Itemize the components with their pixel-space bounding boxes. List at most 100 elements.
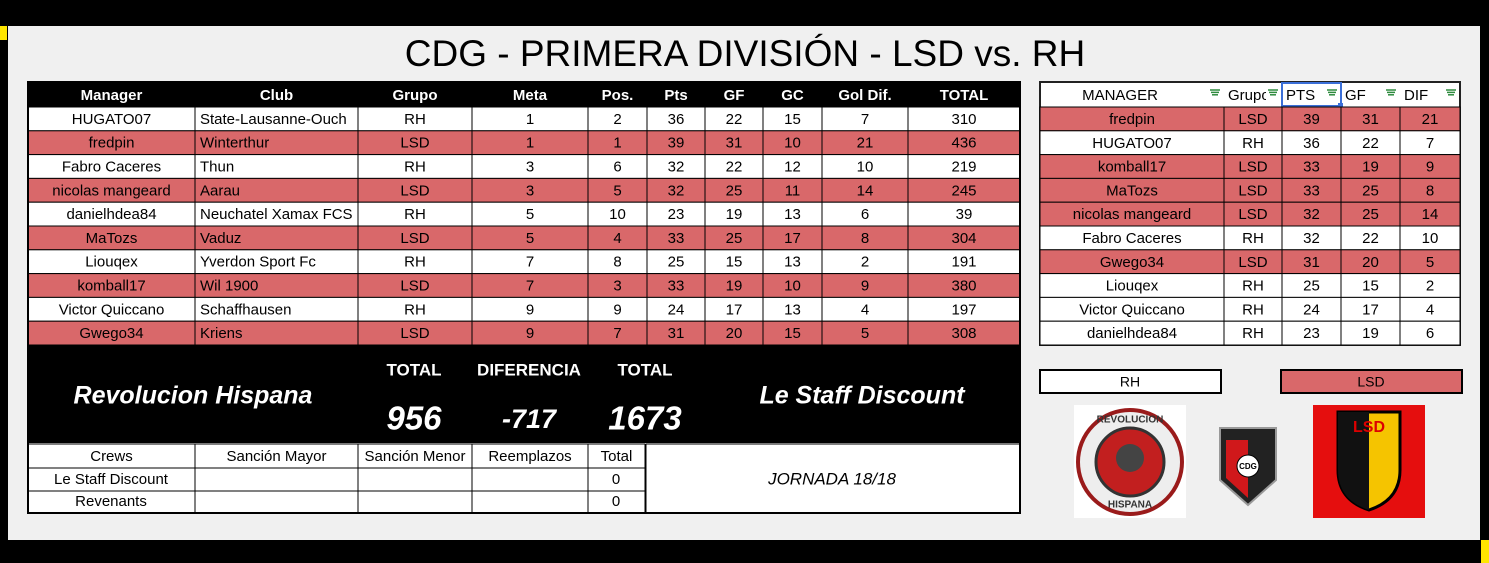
cell: 2 (613, 111, 621, 128)
cell: 7 (526, 254, 534, 271)
cell: 14 (857, 182, 874, 199)
cell: 10 (857, 158, 874, 175)
cell: 9 (1426, 159, 1434, 176)
cell: Liouqex (85, 254, 138, 271)
cell: 2 (1426, 278, 1434, 295)
legend-label: RH (1120, 374, 1140, 390)
cell: 14 (1422, 206, 1439, 223)
crews-bg (28, 444, 645, 513)
cell: 15 (784, 111, 801, 128)
row-bg (27, 225, 1021, 251)
cell: 4 (613, 230, 621, 247)
cell: 7 (861, 111, 869, 128)
cell: LSD (1238, 254, 1267, 271)
cell: 245 (951, 182, 976, 199)
cell: 32 (1303, 206, 1320, 223)
crews-header: Sanción Menor (365, 448, 466, 465)
cell: 22 (1362, 230, 1379, 247)
cell: 17 (1362, 301, 1379, 318)
team-left: Revolucion Hispana (74, 382, 313, 410)
cell: danielhdea84 (66, 206, 156, 223)
cell: 25 (726, 230, 743, 247)
cell: nicolas mangeard (1073, 206, 1191, 223)
cell: 8 (861, 230, 869, 247)
summary-value: 1673 (608, 400, 681, 437)
cell: Kriens (200, 325, 243, 342)
jornada-box (645, 443, 1021, 514)
cell: 6 (613, 158, 621, 175)
cell: 8 (613, 254, 621, 271)
cell: MaTozs (1106, 182, 1158, 199)
cell: LSD (400, 230, 429, 247)
cell: komball17 (77, 277, 145, 294)
cell: 10 (609, 206, 626, 223)
cell: 310 (951, 111, 976, 128)
logo-text: LSD (1353, 419, 1385, 436)
cell: Thun (200, 158, 234, 175)
cell: 436 (951, 135, 976, 152)
cell: State-Lausanne-Ouch (200, 111, 347, 128)
column-header: GF (724, 87, 745, 104)
cell: 9 (861, 277, 869, 294)
cell: RH (404, 301, 426, 318)
cell: 20 (1362, 254, 1379, 271)
cell: 24 (1303, 301, 1320, 318)
cell: 13 (784, 301, 801, 318)
cell: 380 (951, 277, 976, 294)
cell: 25 (1362, 182, 1379, 199)
column-header: GC (781, 87, 804, 104)
cell: 5 (1426, 254, 1434, 271)
selected-cell (1281, 82, 1342, 107)
cell: nicolas mangeard (52, 182, 170, 199)
cell: 25 (726, 182, 743, 199)
cell: 9 (526, 301, 534, 318)
cell: 32 (1303, 230, 1320, 247)
ranking-header: Grupo (1228, 87, 1270, 104)
cell: Schaffhausen (200, 301, 291, 318)
cell: 9 (613, 301, 621, 318)
cell: 3 (613, 277, 621, 294)
cell: Wil 1900 (200, 277, 258, 294)
table-header-bg (28, 82, 1020, 107)
cell: RH (1242, 230, 1264, 247)
cell: LSD (400, 135, 429, 152)
cell: 10 (1422, 230, 1439, 247)
cell: 5 (861, 325, 869, 342)
logo-text: HISPANA (1108, 500, 1152, 511)
cell: 33 (1303, 182, 1320, 199)
cell: 6 (1426, 325, 1434, 342)
cell: 12 (784, 158, 801, 175)
column-header: Manager (81, 87, 143, 104)
title: CDG - PRIMERA DIVISIÓN - LSD vs. RH (405, 33, 1085, 74)
legend-box (1280, 369, 1463, 394)
row-bg (27, 296, 1021, 322)
cell: 8 (1426, 182, 1434, 199)
cell: 197 (951, 301, 976, 318)
column-header: Pos. (602, 87, 634, 104)
cell: 15 (1362, 278, 1379, 295)
cell: 5 (526, 230, 534, 247)
cell: 219 (951, 158, 976, 175)
cell: Neuchatel Xamax FCS (200, 206, 353, 223)
column-header: Grupo (393, 87, 438, 104)
cell: 11 (785, 182, 801, 199)
cell: 19 (726, 206, 743, 223)
cell: 36 (668, 111, 685, 128)
cell: 1 (526, 135, 534, 152)
cell: 21 (857, 135, 874, 152)
cell: LSD (1238, 159, 1267, 176)
cell: LSD (400, 277, 429, 294)
cell: MaTozs (86, 230, 138, 247)
cell: 4 (1426, 301, 1434, 318)
cell: 7 (1426, 135, 1434, 152)
cell: 19 (1362, 325, 1379, 342)
cell: 22 (1362, 135, 1379, 152)
cell: 32 (668, 182, 685, 199)
cell: 19 (726, 277, 743, 294)
selected-handle (1338, 103, 1343, 108)
cell: 17 (784, 230, 801, 247)
cell: 7 (526, 277, 534, 294)
cell: Victor Quiccano (1079, 301, 1185, 318)
cell: 5 (526, 206, 534, 223)
